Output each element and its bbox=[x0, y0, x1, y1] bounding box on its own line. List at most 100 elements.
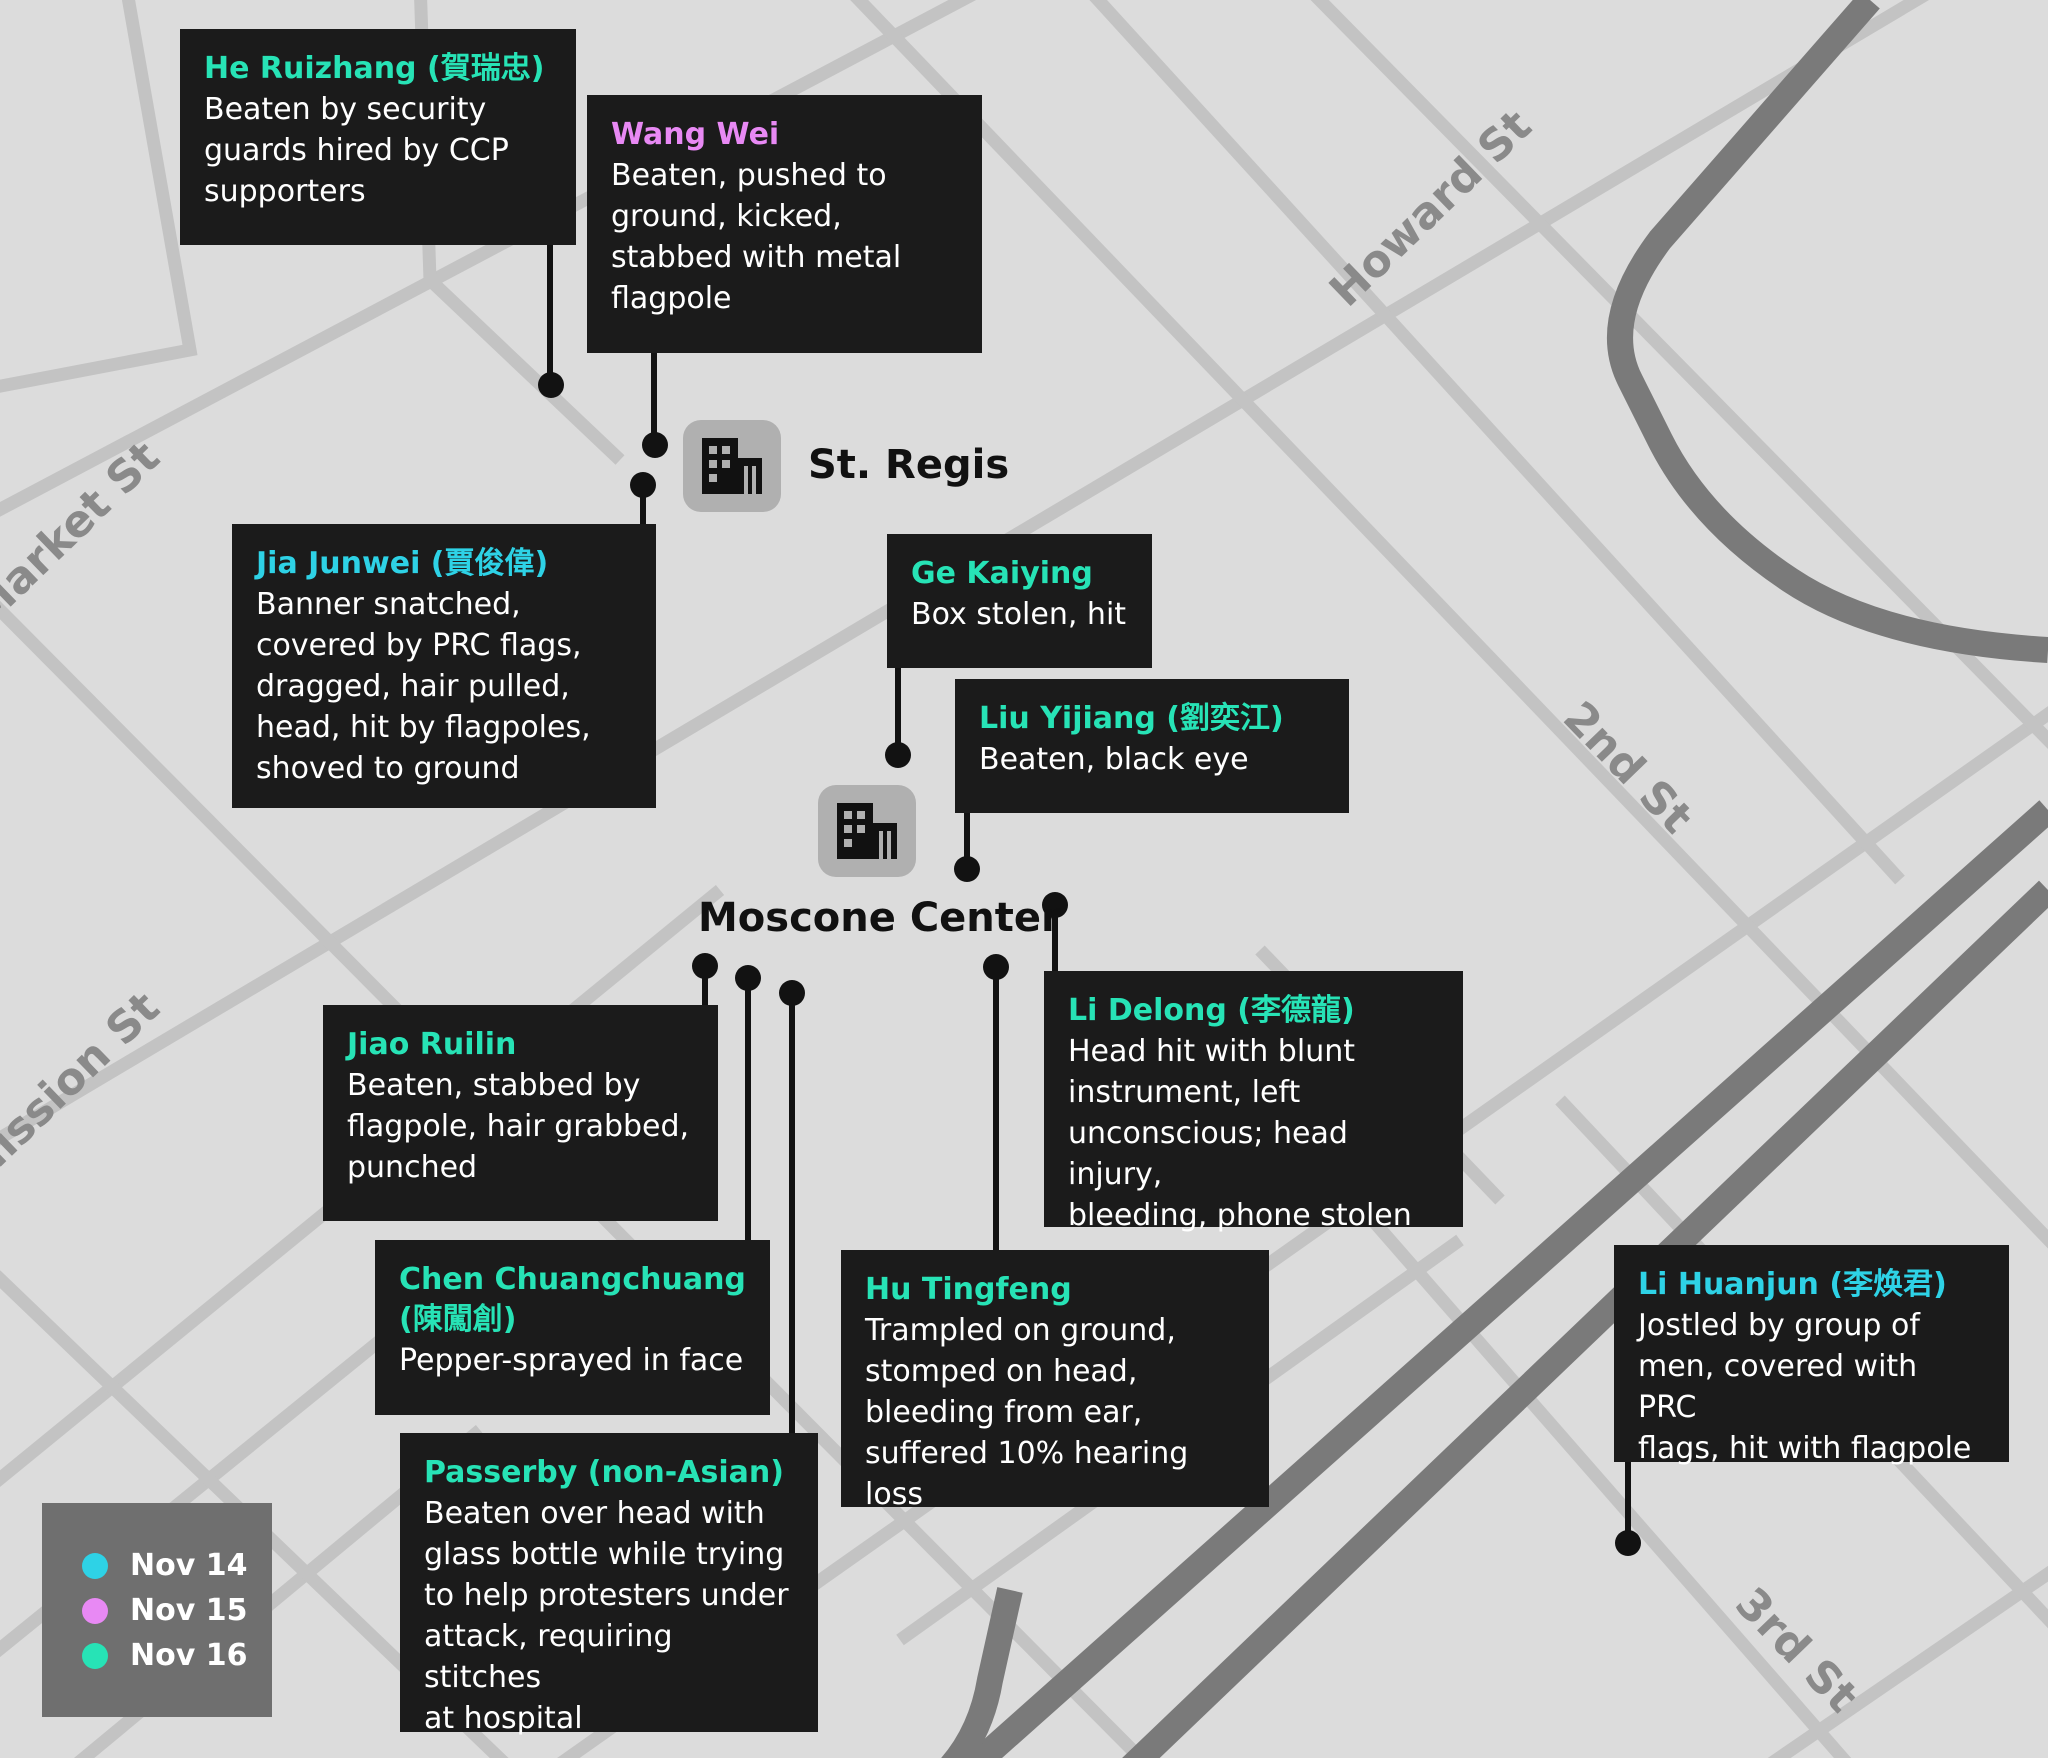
injury-line: stabbed with metal bbox=[611, 240, 902, 275]
injury-line: supporters bbox=[204, 174, 366, 209]
freeway-80-a bbox=[962, 800, 2048, 1758]
injury-line: Trampled on ground, bbox=[865, 1313, 1176, 1348]
victim-name: Ge Kaiying bbox=[911, 556, 1093, 591]
street-market bbox=[0, 0, 977, 517]
victim-name: Liu Yijiang (劉奕江) bbox=[979, 701, 1284, 736]
victim-name-chinese: (陳闖創) bbox=[399, 1302, 517, 1337]
incident-card-wang-wei: Wang Wei Beaten, pushed to ground, kicke… bbox=[587, 95, 982, 353]
pin-line-passerby bbox=[789, 993, 795, 1473]
building-icon bbox=[702, 438, 762, 494]
victim-name: Passerby (non-Asian) bbox=[424, 1455, 784, 1490]
pin-dot-ge-kaiying bbox=[885, 742, 911, 768]
freeway-ramp-south bbox=[941, 1587, 1023, 1758]
legend-dot-nov15 bbox=[82, 1597, 108, 1624]
injury-line: bleeding from ear, bbox=[865, 1395, 1143, 1430]
street-hawthorne bbox=[1315, 1155, 1852, 1758]
injury-line: Beaten, stabbed by bbox=[347, 1068, 641, 1103]
pin-line-wang-wei bbox=[651, 337, 657, 445]
injury-line: to help protesters under bbox=[424, 1578, 789, 1613]
injury-line: Beaten by security bbox=[204, 92, 487, 127]
injury-line: attack, requiring stitches bbox=[424, 1619, 673, 1695]
incident-card-li-delong: Li Delong (李德龍) Head hit with blunt inst… bbox=[1044, 971, 1463, 1233]
victim-name: Jiao Ruilin bbox=[347, 1027, 517, 1062]
pin-line-he-ruizhang bbox=[547, 225, 553, 385]
incident-card-liu-yijiang: Liu Yijiang (劉奕江) Beaten, black eye bbox=[955, 679, 1349, 813]
pin-dot-hu-tingfeng bbox=[983, 954, 1009, 980]
injury-line: flags, hit with flagpole bbox=[1638, 1431, 1972, 1466]
legend-item-nov15: Nov 15 bbox=[82, 1588, 272, 1633]
victim-name: Jia Junwei (賈俊偉) bbox=[256, 546, 549, 581]
date-legend: Nov 14 Nov 15 Nov 16 bbox=[42, 1503, 272, 1717]
pin-dot-wang-wei bbox=[642, 432, 668, 458]
legend-label-nov15: Nov 15 bbox=[130, 1593, 248, 1628]
legend-item-nov14: Nov 14 bbox=[82, 1543, 272, 1588]
injury-line: head, hit by flagpoles, bbox=[256, 710, 591, 745]
incident-card-hu-tingfeng: Hu Tingfeng Trampled on ground, stomped … bbox=[841, 1250, 1269, 1512]
street-new-montgomery bbox=[1089, 0, 1905, 885]
pin-line-li-huanjun bbox=[1625, 1430, 1631, 1540]
injury-line: Beaten over head with bbox=[424, 1496, 765, 1531]
injury-line: guards hired by CCP bbox=[204, 133, 509, 168]
victim-name: Li Delong (李德龍) bbox=[1068, 993, 1355, 1028]
legend-label-nov14: Nov 14 bbox=[130, 1548, 248, 1583]
injury-line: Beaten, pushed to bbox=[611, 158, 887, 193]
pin-dot-jia-junwei bbox=[630, 472, 656, 498]
victim-name: Li Huanjun (李焕君) bbox=[1638, 1267, 1947, 1302]
injury-line: bleeding, phone stolen bbox=[1068, 1198, 1412, 1233]
place-label-moscone: Moscone Center bbox=[698, 895, 1061, 941]
injury-line: suffered 10% hearing loss bbox=[865, 1436, 1189, 1512]
incident-card-jia-junwei: Jia Junwei (賈俊偉) Banner snatched, covere… bbox=[232, 524, 656, 808]
injury-line: covered by PRC flags, bbox=[256, 628, 582, 663]
place-label-st-regis: St. Regis bbox=[808, 442, 1010, 488]
injury-line: shoved to ground bbox=[256, 751, 520, 786]
pin-line-chen-chuangchuang bbox=[745, 978, 751, 1266]
injury-line: flagpole, hair grabbed, bbox=[347, 1109, 690, 1144]
victim-name: Hu Tingfeng bbox=[865, 1272, 1072, 1307]
freeway-80-b bbox=[1122, 880, 2048, 1758]
injury-line: ground, kicked, bbox=[611, 199, 842, 234]
injury-line: flagpole bbox=[611, 281, 732, 316]
incident-card-jiao-ruilin: Jiao Ruilin Beaten, stabbed by flagpole,… bbox=[323, 1005, 718, 1221]
pin-line-liu-yijiang bbox=[964, 760, 970, 872]
pin-line-li-delong bbox=[1052, 905, 1058, 1015]
building-icon bbox=[837, 803, 897, 859]
pin-line-ge-kaiying bbox=[895, 660, 901, 760]
injury-line: unconscious; head injury, bbox=[1068, 1116, 1348, 1192]
legend-item-nov16: Nov 16 bbox=[82, 1633, 272, 1678]
injury-line: Beaten, black eye bbox=[979, 742, 1249, 777]
street-folsom-east bbox=[1767, 1565, 2048, 1758]
pin-dot-chen-chuangchuang bbox=[735, 965, 761, 991]
street-3rd-north bbox=[850, 0, 2048, 1249]
injury-line: glass bottle while trying bbox=[424, 1537, 785, 1572]
injury-line: stomped on head, bbox=[865, 1354, 1138, 1389]
legend-dot-nov14 bbox=[82, 1552, 108, 1579]
injury-line: dragged, hair pulled, bbox=[256, 669, 570, 704]
victim-name: Chen Chuangchuang bbox=[399, 1262, 746, 1297]
injury-line: men, covered with PRC bbox=[1638, 1349, 1918, 1425]
pin-line-hu-tingfeng bbox=[993, 967, 999, 1257]
incident-card-he-ruizhang: He Ruizhang (賀瑞忠) Beaten by security gua… bbox=[180, 29, 576, 245]
injury-line: punched bbox=[347, 1150, 478, 1185]
moscone-building-icon bbox=[818, 785, 916, 877]
pin-dot-he-ruizhang bbox=[538, 372, 564, 398]
pin-dot-li-huanjun bbox=[1615, 1530, 1641, 1556]
victim-name: Wang Wei bbox=[611, 117, 780, 152]
injury-line: Box stolen, hit bbox=[911, 597, 1127, 632]
pin-dot-li-delong bbox=[1042, 892, 1068, 918]
victim-name: He Ruizhang (賀瑞忠) bbox=[204, 51, 545, 86]
incident-card-chen-chuangchuang: Chen Chuangchuang (陳闖創) Pepper-sprayed i… bbox=[375, 1240, 770, 1415]
incident-card-ge-kaiying: Ge Kaiying Box stolen, hit bbox=[887, 534, 1152, 668]
incident-card-passerby: Passerby (non-Asian) Beaten over head wi… bbox=[400, 1433, 818, 1736]
st-regis-building-icon bbox=[683, 420, 781, 512]
freeway-ramp-2nd bbox=[1607, 0, 2048, 663]
injury-line: at hospital bbox=[424, 1701, 583, 1736]
pin-dot-passerby bbox=[779, 980, 805, 1006]
pin-dot-liu-yijiang bbox=[954, 856, 980, 882]
street-grant bbox=[0, 0, 198, 393]
legend-dot-nov16 bbox=[82, 1642, 108, 1669]
legend-label-nov16: Nov 16 bbox=[130, 1638, 248, 1673]
injury-line: Jostled by group of bbox=[1638, 1308, 1920, 1343]
incident-card-li-huanjun: Li Huanjun (李焕君) Jostled by group of men… bbox=[1614, 1245, 2009, 1466]
injury-line: instrument, left bbox=[1068, 1075, 1301, 1110]
injury-line: Banner snatched, bbox=[256, 587, 521, 622]
